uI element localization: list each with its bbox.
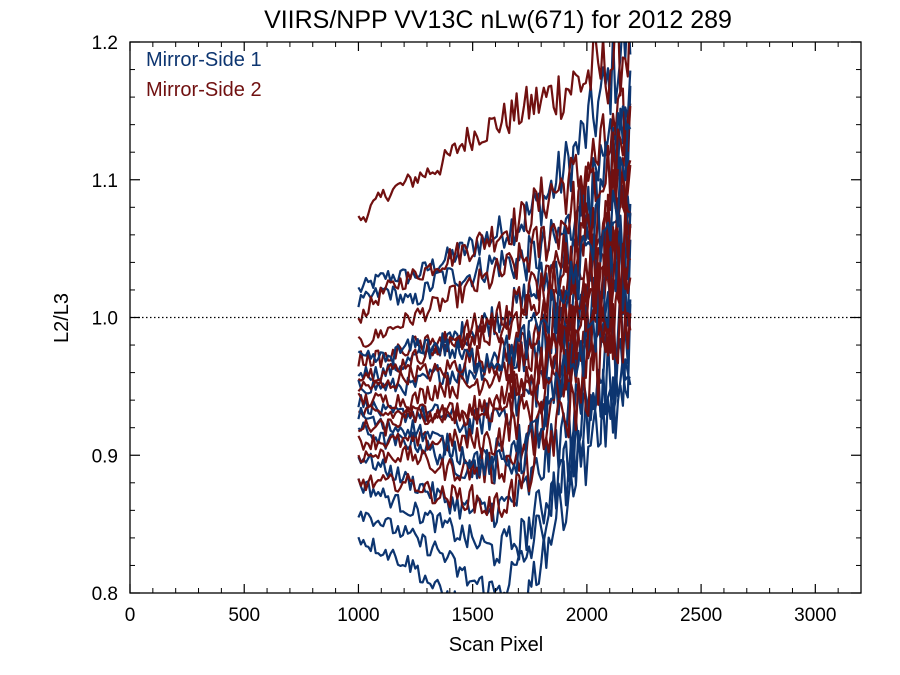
legend-entry-mirror-side-2: Mirror-Side 2 [146,79,262,101]
mirror-side-2-line [357,105,632,348]
y-tick-label: 0.8 [92,584,118,605]
mirror-side-2-line [357,223,632,437]
mirror-side-2-line [357,42,631,223]
mirror-side-1-line [357,358,632,593]
chart-title: VIIRS/NPP VV13C nLw(671) for 2012 289 [264,6,732,34]
mirror-side-2-line [357,288,632,522]
y-tick-label: 1.1 [92,171,118,192]
y-tick-label: 1.2 [92,33,118,54]
y-axis-label: L2/L3 [51,293,73,343]
mirror-side-2-line [357,87,632,324]
y-tick-label: 0.9 [92,446,118,467]
legend-entry-mirror-side-1: Mirror-Side 1 [146,49,262,71]
mirror-side-2-line [357,157,632,369]
x-tick-label: 0 [125,605,136,626]
x-tick-label: 1000 [337,605,379,626]
x-axis-label: Scan Pixel [449,634,544,656]
mirror-side-1-line [357,42,632,293]
mirror-side-1-line [357,356,631,593]
x-tick-label: 500 [228,605,260,626]
mirror-side-1-line [357,123,632,373]
mirror-side-2-line [357,163,631,393]
x-tick-label: 2500 [680,605,722,626]
x-tick-label: 3000 [794,605,836,626]
x-tick-label: 2000 [566,605,608,626]
x-tick-label: 1500 [452,605,494,626]
series-layer [357,42,632,593]
tick-layer: 0 500 1000 1500 2000 2500 3000 0.8 0.9 1.0 1.1 1.2 [92,33,862,626]
y-tick-label: 1.0 [92,309,118,330]
